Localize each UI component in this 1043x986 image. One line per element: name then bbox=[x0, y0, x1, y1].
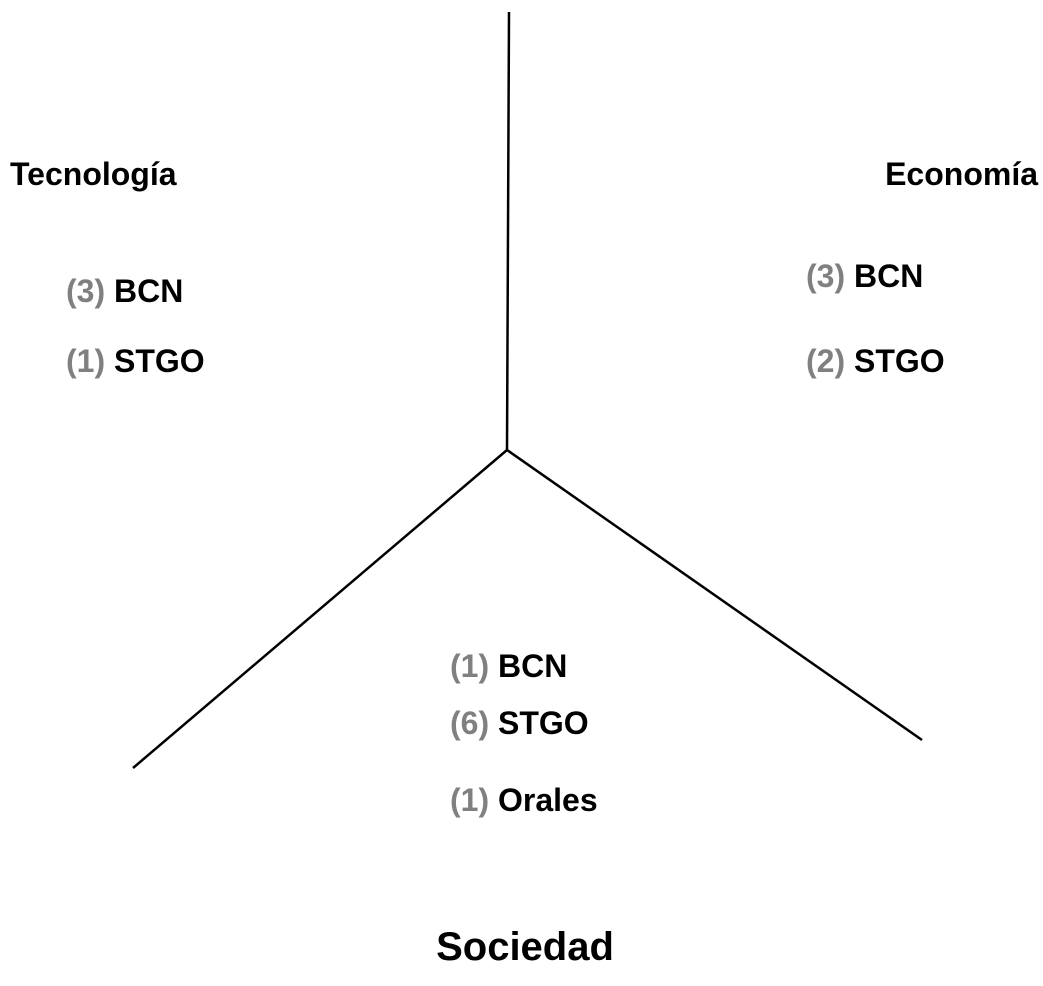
item: (6) STGO bbox=[450, 705, 589, 741]
item-count: (6) bbox=[450, 705, 489, 741]
group-title: Economía bbox=[885, 156, 1038, 192]
item-name: BCN bbox=[854, 258, 923, 294]
item-name: STGO bbox=[854, 343, 945, 379]
item-count: (1) bbox=[450, 782, 489, 818]
item-name: STGO bbox=[114, 343, 205, 379]
divider-line bbox=[132, 449, 508, 769]
item: (1) BCN bbox=[450, 648, 567, 684]
item-count: (3) bbox=[806, 258, 845, 294]
group-title: Tecnología bbox=[10, 156, 177, 192]
item-name: STGO bbox=[498, 705, 589, 741]
item-name: Orales bbox=[498, 782, 598, 818]
item: (3) BCN bbox=[66, 273, 183, 309]
item: (2) STGO bbox=[806, 343, 945, 379]
item-count: (2) bbox=[806, 343, 845, 379]
item: (1) STGO bbox=[66, 343, 205, 379]
item-count: (3) bbox=[66, 273, 105, 309]
item: (3) BCN bbox=[806, 258, 923, 294]
item-count: (1) bbox=[450, 648, 489, 684]
group-title: Sociedad bbox=[436, 925, 614, 969]
divider-line bbox=[505, 11, 511, 451]
divider-line bbox=[506, 448, 923, 742]
item: (1) Orales bbox=[450, 782, 598, 818]
item-count: (1) bbox=[66, 343, 105, 379]
item-name: BCN bbox=[498, 648, 567, 684]
item-name: BCN bbox=[114, 273, 183, 309]
